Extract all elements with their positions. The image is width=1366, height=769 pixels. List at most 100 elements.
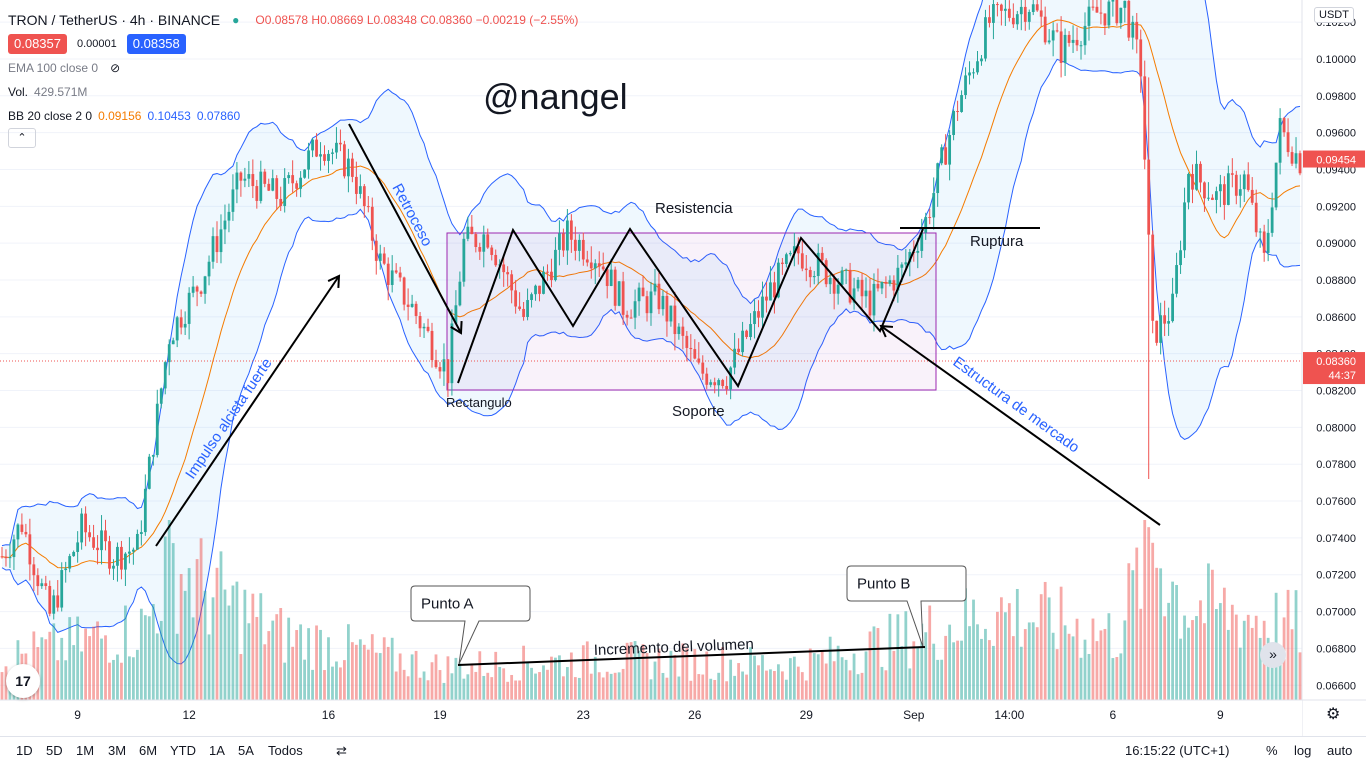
tradingview-logo[interactable]: 17 [6, 664, 40, 698]
time-tick-label: 9 [1217, 708, 1224, 722]
auto-toggle[interactable]: auto [1327, 743, 1353, 758]
timeframe-1d[interactable]: 1D [16, 743, 33, 758]
volume-bar [267, 631, 271, 700]
candle-body [1151, 234, 1155, 321]
candle-body [1183, 202, 1186, 251]
double-chevron-right-icon[interactable]: » [1260, 642, 1286, 668]
volume-bar [860, 672, 864, 700]
timeframe-5d[interactable]: 5D [46, 743, 63, 758]
time-axis[interactable]: 9 12 16 19 23 26 29 Sep 14:00 6 9 [0, 699, 1366, 736]
price-axis[interactable]: 0.102000.100000.098000.096000.094000.092… [1301, 0, 1366, 736]
candle-body [331, 152, 334, 154]
gear-icon[interactable]: ⚙ [1326, 706, 1341, 723]
volume-bar [88, 636, 91, 700]
volume-bar [295, 630, 299, 700]
estructura-arrow-line [880, 325, 1161, 526]
candle-body [1099, 12, 1103, 14]
candle-body [28, 534, 32, 565]
candle-body [1139, 39, 1143, 77]
volume-bar [382, 637, 386, 700]
candle-body [466, 226, 470, 239]
candle-body [996, 4, 999, 6]
candle-body [932, 193, 936, 218]
volume-bar [1047, 597, 1051, 700]
time-tick-label: 6 [1110, 708, 1117, 722]
chevron-up-icon[interactable]: ⌃ [8, 128, 36, 148]
volume-bar [147, 616, 151, 700]
clock[interactable]: 16:15:22 (UTC+1) [1125, 743, 1230, 758]
bb-lower-value: 0.07860 [196, 109, 241, 123]
candle-body [1063, 34, 1067, 63]
candle-body [183, 323, 187, 328]
volume-bar [928, 605, 932, 700]
timeframe-1a[interactable]: 1A [209, 743, 225, 758]
timeframe-1m[interactable]: 1M [76, 743, 95, 758]
candle-body [1039, 10, 1043, 17]
candle-body [1127, 0, 1131, 38]
candle-body [167, 344, 171, 363]
chart-grid [0, 21, 1302, 686]
estructura-arrow-head [879, 324, 894, 338]
volume-bar [335, 661, 338, 700]
percent-toggle[interactable]: % [1266, 743, 1278, 758]
candle-body [514, 290, 518, 307]
volume-bar [940, 659, 944, 700]
candle-body [1167, 321, 1171, 324]
candle-body [773, 282, 776, 298]
volume-bar [1107, 613, 1111, 700]
volume-bar [892, 650, 896, 700]
volume-bar [840, 657, 844, 700]
candle-body [1294, 153, 1298, 164]
candle-body [860, 279, 864, 297]
candle-body [1278, 118, 1282, 163]
buy-button[interactable]: 0.08358 [126, 34, 186, 54]
legend-bb-row[interactable]: BB 20 close 2 0 0.09156 0.10453 0.07860 [8, 104, 578, 128]
volume-bar [1043, 581, 1047, 700]
volume-bar [781, 671, 784, 700]
candle-body [717, 380, 721, 386]
candle-body [992, 4, 995, 23]
time-tick-label: 19 [433, 708, 447, 722]
candle-body [362, 186, 366, 207]
replay-icon[interactable]: ⇄ [336, 743, 347, 758]
candle-body [1266, 232, 1270, 253]
candle-body [653, 283, 657, 292]
volume-bar [96, 621, 99, 700]
candle-body [108, 541, 111, 569]
legend-ema-row[interactable]: EMA 100 close 0 ⊘ [8, 56, 578, 80]
log-toggle[interactable]: log [1294, 743, 1312, 758]
timeframe-ytd[interactable]: YTD [170, 743, 196, 758]
candle-body [701, 362, 705, 374]
time-axis-bg [0, 700, 1302, 736]
volume-bar [243, 589, 247, 700]
timeframe-6m[interactable]: 6M [139, 743, 158, 758]
candle-body [1218, 184, 1222, 192]
candle-body [1047, 40, 1051, 43]
volume-bar [569, 652, 573, 700]
price-tick-label: 0.10000 [1316, 54, 1356, 66]
timeframe-5a[interactable]: 5A [238, 743, 254, 758]
candle-body [964, 75, 967, 96]
eye-slash-icon[interactable]: ⊘ [110, 61, 121, 75]
candle-body [1175, 265, 1178, 294]
symbol-title[interactable]: TRON / TetherUS · 4h · BINANCE [8, 12, 221, 28]
timeframe-3m[interactable]: 3M [108, 743, 127, 758]
timeframe-todos[interactable]: Todos [268, 743, 303, 758]
candle-body [526, 300, 529, 317]
candle-body [76, 542, 80, 552]
volume-bar [112, 659, 115, 700]
volume-bar [199, 538, 203, 700]
ohlc-values: O0.08578 H0.08669 L0.08348 C0.08360 −0.0… [255, 13, 579, 27]
candle-body [617, 281, 621, 306]
candle-body [796, 246, 800, 254]
currency-button[interactable]: USDT [1314, 7, 1354, 23]
candle-body [390, 270, 394, 285]
candle-body [287, 175, 291, 179]
legend-volume-row[interactable]: Vol. 429.571M [8, 80, 578, 104]
volume-value: 429.571M [34, 85, 88, 99]
green-dot-icon: ● [232, 13, 240, 27]
sell-button[interactable]: 0.08357 [8, 34, 67, 54]
volume-bar [984, 628, 987, 700]
volume-bar [534, 673, 537, 700]
